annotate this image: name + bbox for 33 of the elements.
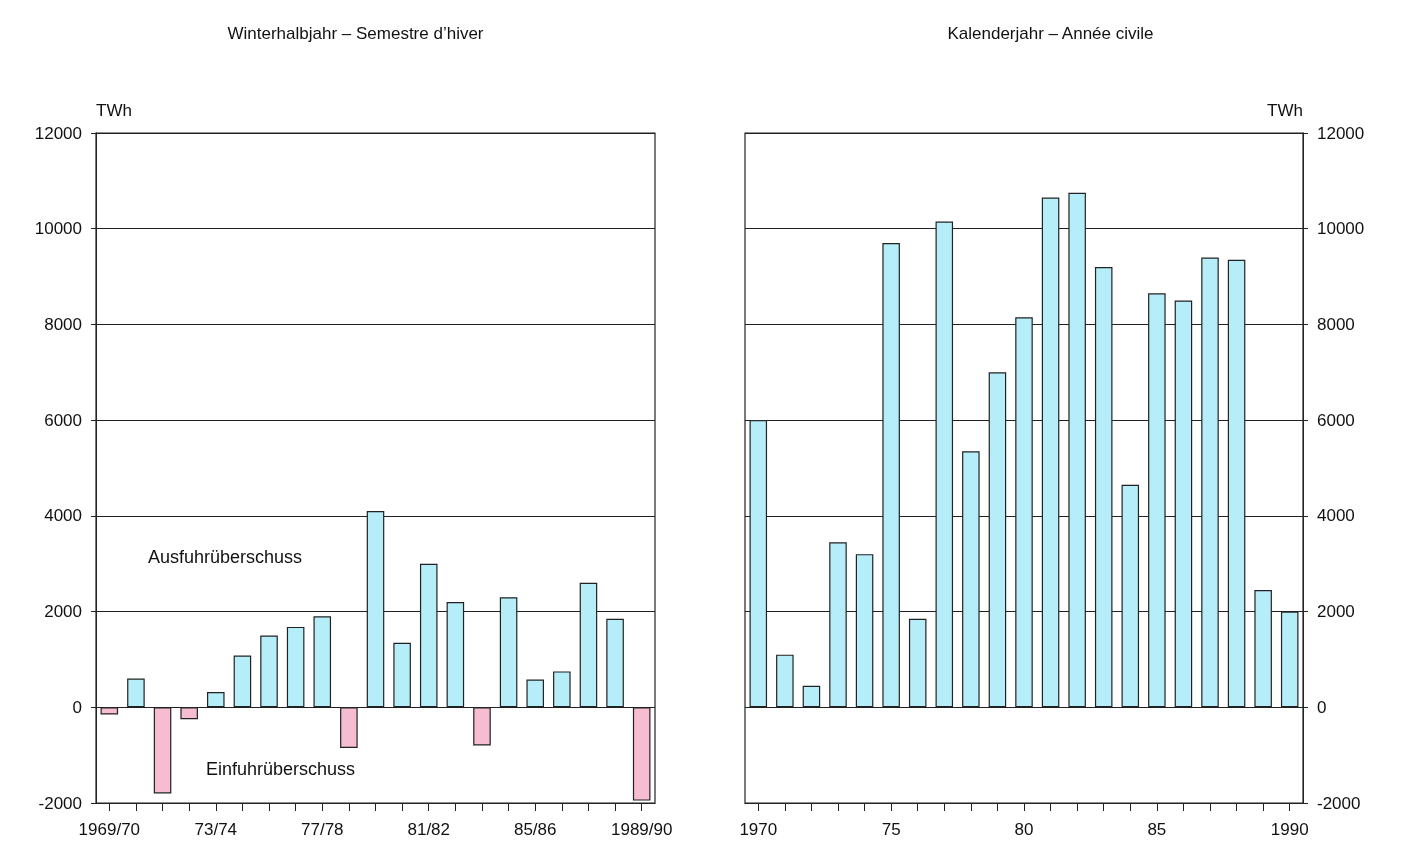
y2-tick-label: 0: [1317, 697, 1327, 717]
y2-tick-label: 8000: [1317, 314, 1355, 334]
y-tick-label: 0: [72, 697, 82, 717]
x-tick-label: 1969/70: [78, 820, 141, 839]
x-tick-label: 81/82: [407, 820, 451, 839]
x-tick-label: 75: [881, 820, 901, 839]
x-tick-label: 1970: [739, 820, 778, 839]
y-tick-label: 12000: [34, 123, 82, 143]
x-tick-label: 85/86: [513, 820, 557, 839]
y-tick-label: 4000: [44, 506, 82, 526]
y-tick-label: 10000: [34, 219, 82, 239]
annotation: Ausfuhrüberschuss: [148, 547, 303, 567]
x-tick-label: 1990: [1270, 820, 1309, 839]
y2-axis-title: TWh: [1267, 101, 1303, 120]
x-tick-label: 73/74: [194, 820, 238, 839]
y-tick-label: 2000: [44, 602, 82, 622]
y2-tick-label: 2000: [1317, 602, 1355, 622]
y-tick-label: -2000: [38, 793, 82, 813]
y2-tick-label: 6000: [1317, 410, 1355, 430]
x-tick-label: 1989/90: [610, 820, 673, 839]
x-tick-label: 80: [1014, 820, 1034, 839]
y2-tick-label: 10000: [1317, 219, 1365, 239]
chart-title: Kalenderjahr – Année civile: [947, 24, 1154, 43]
y-tick-label: 6000: [44, 410, 82, 430]
x-tick-label: 85: [1147, 820, 1167, 839]
y-tick-label: 8000: [44, 314, 82, 334]
y2-tick-label: 4000: [1317, 506, 1355, 526]
chart-title: Winterhalbjahr – Semestre d’hiver: [227, 24, 484, 43]
y2-tick-label: 12000: [1317, 123, 1365, 143]
y2-tick-label: -2000: [1317, 793, 1361, 813]
y-axis-title: TWh: [96, 101, 132, 120]
annotation: Einfuhrüberschuss: [206, 759, 356, 779]
x-tick-label: 77/78: [300, 820, 344, 839]
